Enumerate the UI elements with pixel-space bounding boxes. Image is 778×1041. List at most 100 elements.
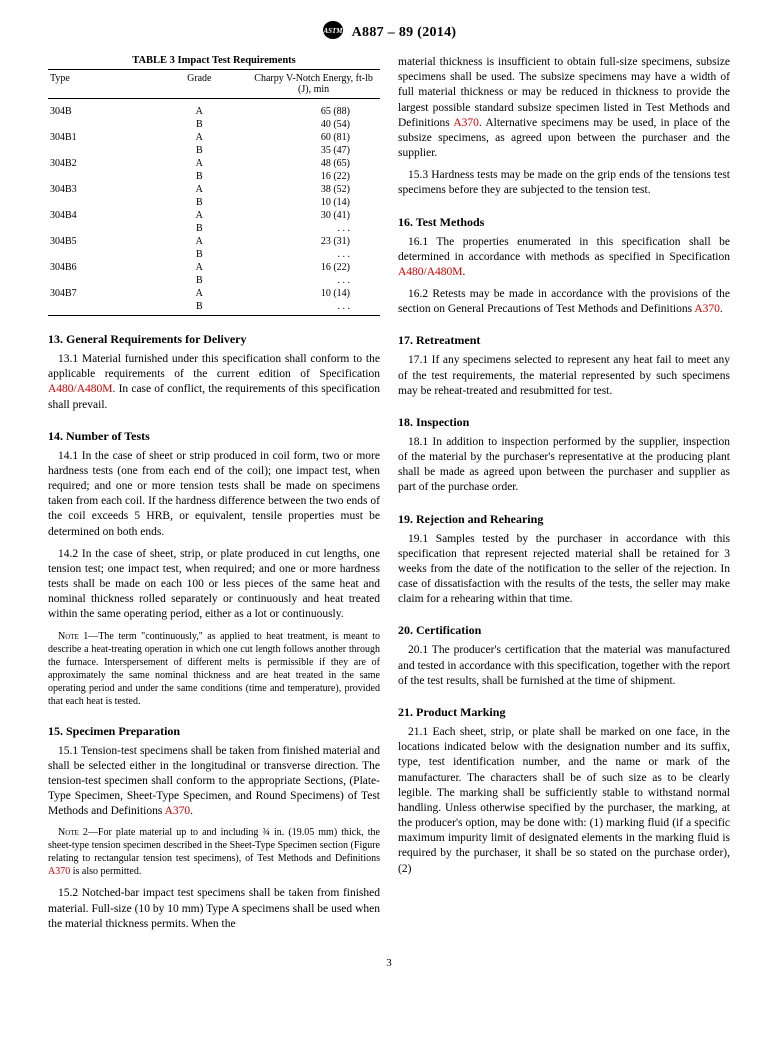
svg-text:ASTM: ASTM — [322, 27, 343, 35]
s16-2-text-b: . — [720, 303, 723, 315]
table-row: B. . . — [48, 248, 380, 261]
cell-grade: A — [151, 157, 247, 170]
section-21-heading: 21. Product Marking — [398, 705, 730, 720]
cell-type — [48, 274, 151, 287]
cell-type: 304B — [48, 105, 151, 118]
table-row: B. . . — [48, 222, 380, 235]
page: ASTM A887 – 89 (2014) TABLE 3 Impact Tes… — [0, 0, 778, 989]
cell-grade: B — [151, 196, 247, 209]
section-15-2: 15.2 Notched-bar impact test specimens s… — [48, 886, 380, 932]
section-13-heading: 13. General Requirements for Delivery — [48, 332, 380, 347]
table3-impact-requirements: Type Grade Charpy V-Notch Energy, ft-lb … — [48, 69, 380, 316]
section-17-1: 17.1 If any specimens selected to repres… — [398, 353, 730, 399]
cell-type: 304B3 — [48, 183, 151, 196]
note-2-text-a: For plate material up to and including ¾… — [48, 827, 380, 864]
table-row: B35 (47) — [48, 144, 380, 157]
link-a480-a480m-2[interactable]: A480/A480M — [398, 266, 463, 278]
section-15-heading: 15. Specimen Preparation — [48, 724, 380, 739]
note-2-label: Note 2— — [58, 827, 98, 838]
cell-type: 304B5 — [48, 235, 151, 248]
section-16-heading: 16. Test Methods — [398, 215, 730, 230]
s16-2-text-a: 16.2 Retests may be made in accordance w… — [398, 288, 730, 315]
s15-1-text-b: . — [190, 805, 193, 817]
cell-grade: A — [151, 261, 247, 274]
link-a480-a480m[interactable]: A480/A480M — [48, 383, 113, 395]
cell-grade: B — [151, 300, 247, 316]
cell-charpy: . . . — [247, 222, 380, 235]
table-row: B. . . — [48, 300, 380, 316]
cell-grade: A — [151, 235, 247, 248]
table3-col-type: Type — [48, 70, 151, 99]
s16-1-text-a: 16.1 The properties enumerated in this s… — [398, 236, 730, 263]
cell-type: 304B7 — [48, 287, 151, 300]
table-row: 304B1A60 (81) — [48, 131, 380, 144]
section-18-heading: 18. Inspection — [398, 415, 730, 430]
section-14-1: 14.1 In the case of sheet or strip produ… — [48, 449, 380, 540]
left-column: TABLE 3 Impact Test Requirements Type Gr… — [48, 55, 380, 939]
link-a370-1[interactable]: A370 — [165, 805, 191, 817]
section-19-heading: 19. Rejection and Rehearing — [398, 512, 730, 527]
cell-type: 304B1 — [48, 131, 151, 144]
cell-type — [48, 300, 151, 316]
table3-col-charpy: Charpy V-Notch Energy, ft-lb (J), min — [247, 70, 380, 99]
cell-charpy: 40 (54) — [247, 118, 380, 131]
cell-grade: B — [151, 274, 247, 287]
cell-type — [48, 118, 151, 131]
table-row: B. . . — [48, 274, 380, 287]
table-row: B16 (22) — [48, 170, 380, 183]
cell-type — [48, 170, 151, 183]
cell-grade: A — [151, 183, 247, 196]
cell-grade: B — [151, 170, 247, 183]
cell-grade: B — [151, 118, 247, 131]
note-1: Note 1—The term "continuously," as appli… — [48, 630, 380, 708]
cell-charpy: 35 (47) — [247, 144, 380, 157]
section-20-heading: 20. Certification — [398, 623, 730, 638]
cell-grade: A — [151, 209, 247, 222]
section-15-3: 15.3 Hardness tests may be made on the g… — [398, 168, 730, 198]
page-header: ASTM A887 – 89 (2014) — [48, 20, 730, 45]
table-row: 304B4A30 (41) — [48, 209, 380, 222]
section-16-1: 16.1 The properties enumerated in this s… — [398, 235, 730, 281]
section-21-1: 21.1 Each sheet, strip, or plate shall b… — [398, 725, 730, 877]
two-column-layout: TABLE 3 Impact Test Requirements Type Gr… — [48, 55, 730, 939]
note-2: Note 2—For plate material up to and incl… — [48, 826, 380, 878]
section-15-1: 15.1 Tension-test specimens shall be tak… — [48, 744, 380, 820]
section-15-2-continued: material thickness is insufficient to ob… — [398, 55, 730, 161]
cell-type: 304B6 — [48, 261, 151, 274]
cell-charpy: 38 (52) — [247, 183, 380, 196]
right-column: material thickness is insufficient to ob… — [398, 55, 730, 939]
cell-grade: A — [151, 131, 247, 144]
link-a370-4[interactable]: A370 — [694, 303, 720, 315]
cell-grade: A — [151, 287, 247, 300]
table-row: 304B3A38 (52) — [48, 183, 380, 196]
cell-charpy: 16 (22) — [247, 261, 380, 274]
s13-1-text-a: 13.1 Material furnished under this speci… — [48, 353, 380, 380]
cell-charpy: 10 (14) — [247, 196, 380, 209]
cell-type — [48, 144, 151, 157]
section-13-1: 13.1 Material furnished under this speci… — [48, 352, 380, 413]
cell-charpy: 48 (65) — [247, 157, 380, 170]
table3-title: TABLE 3 Impact Test Requirements — [48, 55, 380, 66]
cell-type: 304B4 — [48, 209, 151, 222]
section-16-2: 16.2 Retests may be made in accordance w… — [398, 287, 730, 317]
cell-charpy: 60 (81) — [247, 131, 380, 144]
cell-grade: B — [151, 144, 247, 157]
cell-charpy: 10 (14) — [247, 287, 380, 300]
cell-charpy: 16 (22) — [247, 170, 380, 183]
page-number: 3 — [48, 957, 730, 969]
cell-charpy: . . . — [247, 248, 380, 261]
table-row: 304BA65 (88) — [48, 105, 380, 118]
section-14-2: 14.2 In the case of sheet, strip, or pla… — [48, 547, 380, 623]
cell-charpy: 30 (41) — [247, 209, 380, 222]
cell-charpy: . . . — [247, 300, 380, 316]
s15-1-text-a: 15.1 Tension-test specimens shall be tak… — [48, 745, 380, 818]
link-a370-3[interactable]: A370 — [453, 117, 479, 129]
cell-type — [48, 248, 151, 261]
section-20-1: 20.1 The producer's certification that t… — [398, 643, 730, 689]
section-19-1: 19.1 Samples tested by the purchaser in … — [398, 532, 730, 608]
link-a370-2[interactable]: A370 — [48, 866, 70, 877]
s16-1-text-b: . — [463, 266, 466, 278]
cell-type — [48, 222, 151, 235]
note-1-label: Note 1— — [58, 631, 98, 642]
table-row: 304B5A23 (31) — [48, 235, 380, 248]
